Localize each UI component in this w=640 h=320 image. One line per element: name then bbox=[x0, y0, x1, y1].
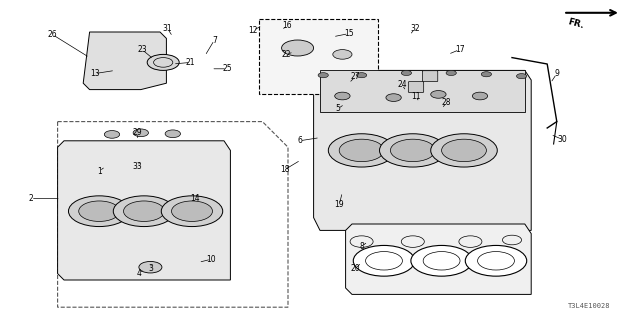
Text: 19: 19 bbox=[334, 200, 344, 209]
Circle shape bbox=[446, 70, 456, 76]
Circle shape bbox=[172, 201, 212, 221]
Text: 29: 29 bbox=[132, 128, 143, 137]
Circle shape bbox=[104, 131, 120, 138]
Circle shape bbox=[401, 70, 412, 76]
Text: 20: 20 bbox=[350, 264, 360, 273]
Polygon shape bbox=[58, 141, 230, 280]
Circle shape bbox=[380, 134, 446, 167]
Text: 21: 21 bbox=[186, 58, 195, 67]
Text: 15: 15 bbox=[344, 29, 354, 38]
Circle shape bbox=[339, 139, 384, 162]
Polygon shape bbox=[346, 224, 531, 294]
Text: 27: 27 bbox=[350, 72, 360, 81]
Text: 1: 1 bbox=[97, 167, 102, 176]
FancyBboxPatch shape bbox=[259, 19, 378, 94]
Text: 26: 26 bbox=[47, 30, 58, 39]
Text: 14: 14 bbox=[190, 194, 200, 203]
Text: 22: 22 bbox=[282, 50, 291, 59]
Circle shape bbox=[516, 74, 527, 79]
Text: 17: 17 bbox=[454, 45, 465, 54]
Circle shape bbox=[386, 94, 401, 101]
Text: 13: 13 bbox=[90, 69, 100, 78]
Text: FR.: FR. bbox=[566, 18, 585, 31]
Polygon shape bbox=[314, 70, 531, 230]
Circle shape bbox=[165, 130, 180, 138]
Text: 9: 9 bbox=[554, 69, 559, 78]
Text: 12: 12 bbox=[248, 26, 257, 35]
Circle shape bbox=[431, 134, 497, 167]
Text: 31: 31 bbox=[163, 24, 173, 33]
Text: 2: 2 bbox=[28, 194, 33, 203]
Polygon shape bbox=[83, 32, 166, 90]
Circle shape bbox=[411, 245, 472, 276]
Circle shape bbox=[335, 92, 350, 100]
Text: 18: 18 bbox=[280, 165, 289, 174]
Circle shape bbox=[282, 40, 314, 56]
Text: 5: 5 bbox=[335, 104, 340, 113]
Circle shape bbox=[353, 245, 415, 276]
Text: 32: 32 bbox=[410, 24, 420, 33]
FancyBboxPatch shape bbox=[408, 82, 424, 92]
Polygon shape bbox=[320, 70, 525, 112]
Text: 33: 33 bbox=[132, 162, 143, 171]
Circle shape bbox=[139, 261, 162, 273]
Circle shape bbox=[68, 196, 130, 227]
Text: 28: 28 bbox=[442, 98, 451, 107]
Text: 11: 11 bbox=[412, 92, 420, 100]
Text: 23: 23 bbox=[137, 45, 147, 54]
Circle shape bbox=[481, 72, 492, 77]
Text: 3: 3 bbox=[148, 264, 153, 273]
Circle shape bbox=[133, 129, 148, 137]
FancyBboxPatch shape bbox=[422, 71, 438, 82]
Circle shape bbox=[465, 245, 527, 276]
Circle shape bbox=[472, 92, 488, 100]
Text: T3L4E10028: T3L4E10028 bbox=[568, 303, 610, 309]
Circle shape bbox=[333, 50, 352, 59]
Circle shape bbox=[318, 73, 328, 78]
Circle shape bbox=[161, 196, 223, 227]
Text: 25: 25 bbox=[222, 64, 232, 73]
Text: 24: 24 bbox=[397, 80, 407, 89]
Text: 10: 10 bbox=[206, 255, 216, 264]
Circle shape bbox=[79, 201, 120, 221]
Text: 4: 4 bbox=[137, 269, 142, 278]
Circle shape bbox=[431, 91, 446, 98]
Circle shape bbox=[113, 196, 175, 227]
Circle shape bbox=[147, 54, 179, 70]
Text: 8: 8 bbox=[359, 242, 364, 251]
Circle shape bbox=[124, 201, 164, 221]
Text: 16: 16 bbox=[282, 21, 292, 30]
Circle shape bbox=[442, 139, 486, 162]
Text: 6: 6 bbox=[297, 136, 302, 145]
Circle shape bbox=[328, 134, 395, 167]
Text: 7: 7 bbox=[212, 36, 217, 44]
Text: 30: 30 bbox=[557, 135, 567, 144]
Circle shape bbox=[390, 139, 435, 162]
Circle shape bbox=[356, 73, 367, 78]
